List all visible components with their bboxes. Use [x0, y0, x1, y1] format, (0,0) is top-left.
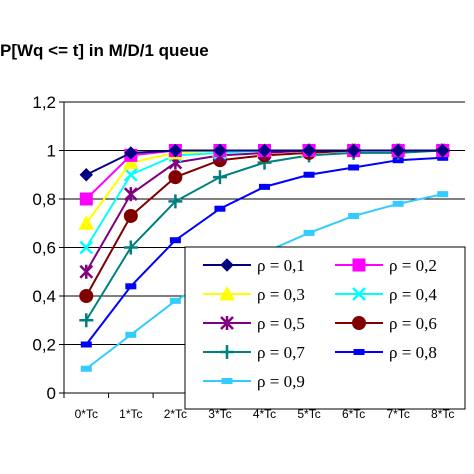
chart-title: P[Wq <= t] in M/D/1 queue [0, 41, 209, 60]
data-point [79, 289, 94, 303]
data-point [302, 143, 316, 158]
data-point [303, 229, 315, 236]
data-point [79, 313, 94, 328]
y-tick-label: 1 [47, 142, 56, 161]
data-point [392, 200, 404, 207]
series [78, 142, 451, 372]
x-tick-label: 4*Tc [253, 407, 276, 421]
legend-label: ρ = 0,4 [389, 285, 437, 304]
axes: 0 0,2 0,4 0,6 0,8 1 1,2 0*Tc 1*Tc 2*Tc 3*Tc 4*Tc 5*T… [32, 93, 466, 421]
legend-entry: ρ = 0,2 [335, 256, 437, 275]
legend-entry: ρ = 0,8 [335, 343, 437, 362]
legend-marker [352, 316, 366, 330]
legend-label: ρ = 0,3 [257, 285, 305, 304]
x-tick-label: 6*Tc [342, 407, 365, 421]
data-point [437, 191, 449, 198]
x-tick-label: 3*Tc [208, 407, 231, 421]
data-point [346, 143, 361, 158]
y-tick-label: 0,4 [32, 287, 56, 306]
legend-marker [352, 258, 366, 272]
data-point [80, 341, 92, 348]
data-point [80, 365, 92, 372]
legend-entry: ρ = 0,5 [203, 314, 305, 333]
data-point [79, 264, 94, 279]
legend-entry: ρ = 0,3 [203, 285, 305, 304]
legend-marker [220, 345, 234, 359]
data-point [391, 143, 405, 158]
data-point [259, 183, 270, 190]
data-point [122, 154, 139, 170]
data-point [78, 215, 95, 230]
legend-label: ρ = 0,7 [257, 343, 305, 362]
series-8 [80, 154, 449, 348]
data-point [348, 164, 360, 171]
data-point [214, 205, 226, 212]
data-point [212, 170, 227, 185]
legend-entry: ρ = 0,9 [203, 372, 305, 391]
data-point [303, 171, 315, 178]
data-point [169, 237, 181, 244]
legend-entry: ρ = 0,7 [203, 343, 305, 362]
data-point [348, 212, 360, 219]
data-point [168, 170, 183, 185]
y-tick-label: 0,6 [32, 239, 56, 258]
x-tick-label: 0*Tc [75, 407, 98, 421]
legend-label: ρ = 0,2 [389, 256, 437, 275]
legend-label: ρ = 0,8 [389, 343, 437, 362]
data-point [123, 187, 138, 202]
x-tick-label: 1*Tc [119, 407, 142, 421]
data-point [123, 240, 138, 255]
data-point [124, 146, 138, 160]
x-tick-label: 2*Tc [164, 407, 187, 421]
legend-marker [353, 349, 365, 355]
legend-marker [221, 378, 233, 384]
legend-marker [220, 258, 234, 272]
data-point [79, 240, 94, 255]
y-tick-label: 0,8 [32, 190, 56, 209]
y-tick-label: 0 [47, 384, 56, 403]
data-point [79, 168, 93, 182]
legend: ρ = 0,1 ρ = 0,2 ρ = 0,3 ρ = 0,4 ρ = 0,5 ρ = 0… [184, 246, 466, 410]
legend-marker [352, 287, 366, 301]
data-point [168, 143, 183, 158]
data-point [169, 297, 181, 304]
x-tick-label: 7*Tc [386, 407, 409, 421]
data-point [213, 143, 227, 158]
y-tick-label: 0,2 [32, 336, 56, 355]
data-point [123, 167, 138, 182]
series-1 [79, 143, 450, 182]
y-tick-label: 1,2 [32, 93, 56, 112]
legend-marker [220, 316, 234, 330]
legend-marker [219, 285, 235, 301]
legend-label: ρ = 0,1 [257, 256, 305, 275]
data-point [125, 331, 137, 338]
data-point [123, 208, 138, 223]
legend-entry: ρ = 0,4 [335, 285, 437, 304]
x-tick-label: 8*Tc [431, 407, 454, 421]
legend-entry: ρ = 0,1 [203, 256, 305, 275]
legend-label: ρ = 0,5 [257, 314, 305, 333]
x-tick-label: 5*Tc [297, 407, 320, 421]
data-point [79, 192, 93, 206]
data-point [125, 283, 137, 290]
legend-entry: ρ = 0,6 [335, 314, 437, 333]
legend-label: ρ = 0,9 [257, 372, 305, 391]
legend-label: ρ = 0,6 [389, 314, 437, 333]
data-point [168, 194, 183, 209]
data-point [436, 143, 450, 158]
data-point [257, 143, 272, 158]
